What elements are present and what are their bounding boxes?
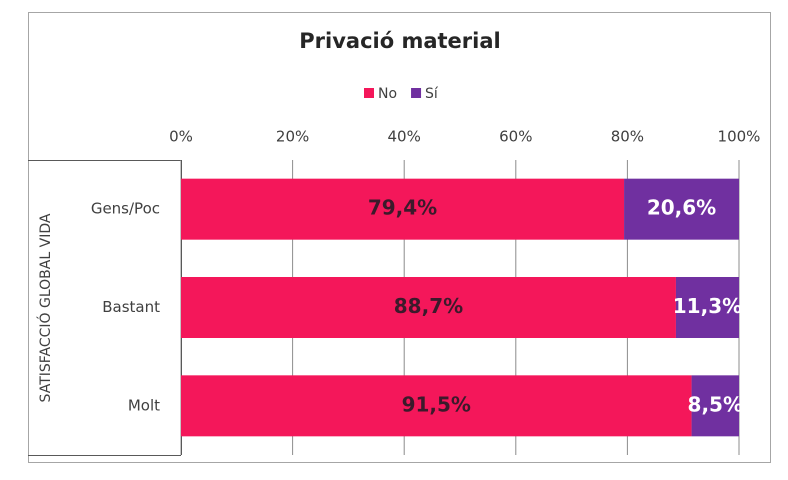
x-tick-label: 60% — [499, 128, 532, 146]
bar-segment — [675, 277, 739, 338]
bar-segment — [624, 178, 739, 240]
data-label: 20,6% — [647, 196, 716, 220]
y-tick-label: Gens/Poc — [91, 200, 160, 218]
x-tick-label: 20% — [276, 128, 309, 146]
chart-title: Privació material — [299, 29, 500, 53]
data-label: 11,3% — [673, 294, 742, 318]
legend-label: Sí — [425, 86, 439, 102]
legend-swatch — [411, 88, 422, 98]
bar-segment — [181, 178, 625, 240]
x-tick-label: 80% — [611, 128, 644, 146]
data-label: 79,4% — [368, 196, 437, 220]
data-label: 88,7% — [394, 294, 463, 318]
legend-swatch — [364, 88, 374, 98]
legend-label: No — [378, 86, 397, 102]
x-tick-label: 0% — [169, 128, 193, 146]
x-tick-label: 40% — [388, 128, 421, 146]
x-tick-label: 100% — [718, 128, 761, 146]
bar-segment — [181, 375, 692, 437]
y-tick-label: Bastant — [102, 298, 160, 316]
y-tick-label: Molt — [128, 396, 160, 414]
data-label: 91,5% — [402, 392, 471, 416]
data-label: 8,5% — [688, 392, 743, 416]
bar-segment — [181, 277, 676, 338]
y-axis-title: SATISFACCIÓ GLOBAL VIDA — [36, 213, 54, 402]
bar-segment — [691, 375, 739, 437]
